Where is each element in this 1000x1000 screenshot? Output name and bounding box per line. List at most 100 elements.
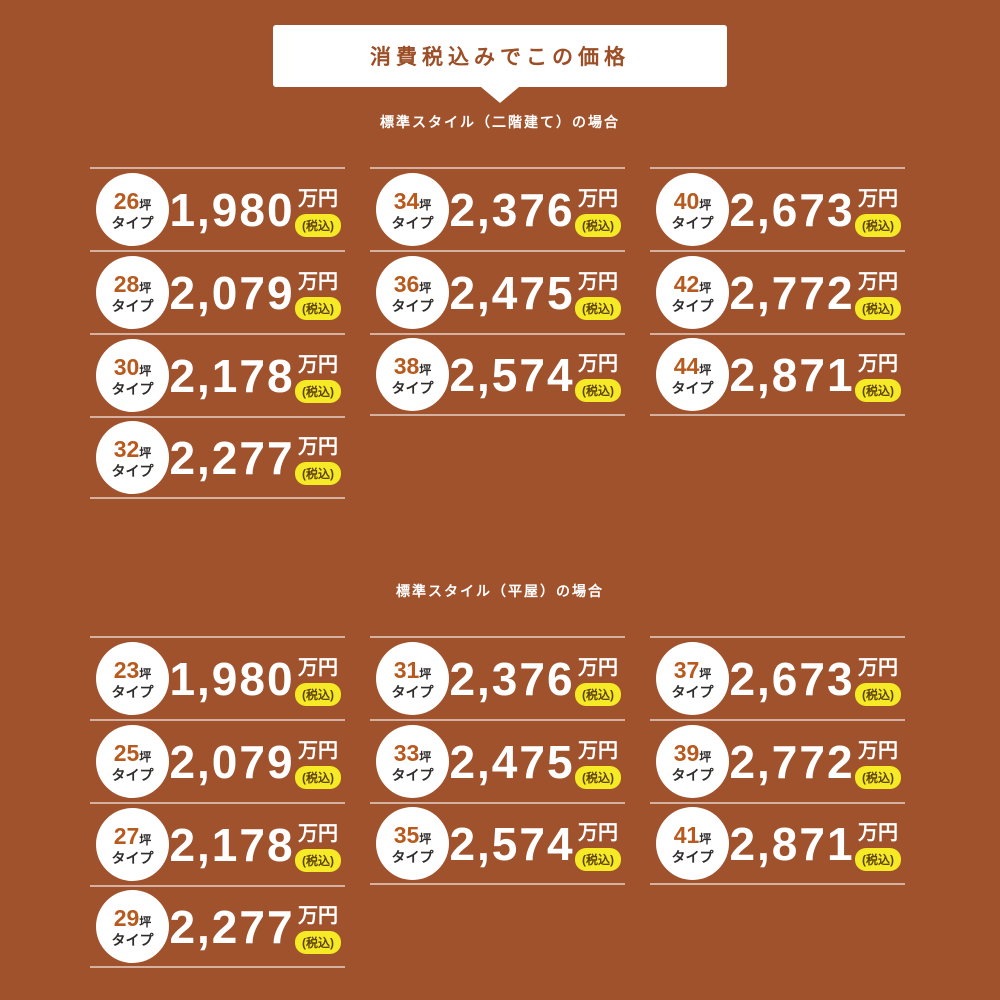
type-label: タイプ	[391, 683, 434, 700]
price-section: 標準スタイル（平屋）の場合 23 坪 タイプ 1,980 万円 (税込) 25 坪 …	[0, 581, 1000, 968]
type-label: タイプ	[111, 849, 154, 866]
tsubo-circle: 36 坪 タイプ	[376, 256, 449, 329]
tax-badge: (税込)	[295, 297, 341, 320]
tsubo-unit: 坪	[419, 363, 432, 378]
tax-badge: (税込)	[575, 683, 621, 706]
tsubo-unit: 坪	[139, 667, 152, 682]
tsubo-unit: 坪	[699, 750, 712, 765]
unit-label: 万円	[858, 188, 898, 210]
tsubo-line: 41 坪	[674, 822, 712, 848]
tsubo-line: 30 坪	[114, 354, 152, 380]
unit-label: 万円	[298, 740, 338, 762]
unit-label: 万円	[578, 822, 618, 844]
tsubo-unit: 坪	[699, 832, 712, 847]
sections-container: 標準スタイル（二階建て）の場合 26 坪 タイプ 1,980 万円 (税込) 28…	[0, 112, 1000, 968]
price-column: 37 坪 タイプ 2,673 万円 (税込) 39 坪 タイプ 2,772 万円 (…	[650, 636, 905, 968]
tax-badge: (税込)	[855, 766, 901, 789]
price-value: 2,574	[449, 817, 575, 870]
price-item: 28 坪 タイプ 2,079 万円 (税込)	[90, 250, 345, 333]
tsubo-line: 39 坪	[674, 740, 712, 766]
price-item: 32 坪 タイプ 2,277 万円 (税込)	[90, 416, 345, 499]
tax-badge: (税込)	[575, 214, 621, 237]
tsubo-circle: 39 坪 タイプ	[656, 725, 729, 798]
tax-badge: (税込)	[295, 462, 341, 485]
unit-block: 万円 (税込)	[855, 734, 903, 789]
type-label: タイプ	[111, 380, 154, 397]
type-label: タイプ	[671, 297, 714, 314]
price-value: 2,475	[449, 266, 575, 319]
unit-block: 万円 (税込)	[855, 347, 903, 402]
tsubo-number: 42	[673, 271, 700, 298]
unit-label: 万円	[858, 353, 898, 375]
tsubo-line: 44 坪	[674, 353, 712, 379]
tax-badge: (税込)	[295, 214, 341, 237]
banner-pointer-icon	[481, 87, 519, 103]
tsubo-line: 31 坪	[394, 657, 432, 683]
tsubo-number: 28	[113, 271, 140, 298]
tsubo-number: 36	[393, 271, 420, 298]
unit-block: 万円 (税込)	[295, 348, 343, 403]
price-item: 25 坪 タイプ 2,079 万円 (税込)	[90, 719, 345, 802]
unit-label: 万円	[858, 271, 898, 293]
tax-badge: (税込)	[575, 297, 621, 320]
tsubo-line: 35 坪	[394, 822, 432, 848]
unit-block: 万円 (税込)	[295, 651, 343, 706]
price-item: 36 坪 タイプ 2,475 万円 (税込)	[370, 250, 625, 333]
price-value: 2,871	[729, 348, 855, 401]
price-item: 23 坪 タイプ 1,980 万円 (税込)	[90, 636, 345, 719]
tsubo-unit: 坪	[419, 198, 432, 213]
tax-badge: (税込)	[295, 931, 341, 954]
tsubo-circle: 37 坪 タイプ	[656, 642, 729, 715]
unit-label: 万円	[858, 822, 898, 844]
tsubo-circle: 31 坪 タイプ	[376, 642, 449, 715]
price-value: 2,178	[169, 818, 295, 871]
unit-block: 万円 (税込)	[575, 734, 623, 789]
price-item: 31 坪 タイプ 2,376 万円 (税込)	[370, 636, 625, 719]
unit-block: 万円 (税込)	[855, 182, 903, 237]
unit-block: 万円 (税込)	[575, 265, 623, 320]
tsubo-circle: 27 坪 タイプ	[96, 808, 169, 881]
unit-label: 万円	[298, 823, 338, 845]
type-label: タイプ	[391, 297, 434, 314]
tsubo-circle: 41 坪 タイプ	[656, 807, 729, 880]
price-value: 2,277	[169, 431, 295, 484]
tax-badge: (税込)	[855, 379, 901, 402]
tsubo-unit: 坪	[419, 750, 432, 765]
tsubo-line: 23 坪	[114, 657, 152, 683]
price-value: 2,772	[729, 266, 855, 319]
tsubo-number: 44	[673, 353, 700, 380]
tsubo-line: 36 坪	[394, 271, 432, 297]
unit-label: 万円	[578, 740, 618, 762]
tax-badge: (税込)	[855, 848, 901, 871]
tsubo-circle: 32 坪 タイプ	[96, 421, 169, 494]
tsubo-circle: 26 坪 タイプ	[96, 173, 169, 246]
tsubo-unit: 坪	[699, 667, 712, 682]
unit-label: 万円	[578, 353, 618, 375]
tsubo-circle: 33 坪 タイプ	[376, 725, 449, 798]
tsubo-line: 27 坪	[114, 823, 152, 849]
tsubo-unit: 坪	[419, 832, 432, 847]
tsubo-circle: 42 坪 タイプ	[656, 256, 729, 329]
price-item: 42 坪 タイプ 2,772 万円 (税込)	[650, 250, 905, 333]
type-label: タイプ	[111, 931, 154, 948]
tsubo-unit: 坪	[419, 281, 432, 296]
type-label: タイプ	[671, 766, 714, 783]
tsubo-unit: 坪	[699, 198, 712, 213]
tax-badge: (税込)	[855, 297, 901, 320]
tsubo-circle: 44 坪 タイプ	[656, 338, 729, 411]
tsubo-number: 41	[673, 822, 700, 849]
tsubo-number: 32	[113, 436, 140, 463]
price-item: 38 坪 タイプ 2,574 万円 (税込)	[370, 333, 625, 416]
unit-block: 万円 (税込)	[855, 651, 903, 706]
type-label: タイプ	[391, 848, 434, 865]
unit-label: 万円	[298, 436, 338, 458]
tsubo-unit: 坪	[699, 363, 712, 378]
tsubo-number: 29	[113, 905, 140, 932]
tsubo-line: 42 坪	[674, 271, 712, 297]
tsubo-line: 26 坪	[114, 188, 152, 214]
tsubo-line: 38 坪	[394, 353, 432, 379]
type-label: タイプ	[111, 683, 154, 700]
unit-block: 万円 (税込)	[295, 430, 343, 485]
tsubo-circle: 30 坪 タイプ	[96, 339, 169, 412]
